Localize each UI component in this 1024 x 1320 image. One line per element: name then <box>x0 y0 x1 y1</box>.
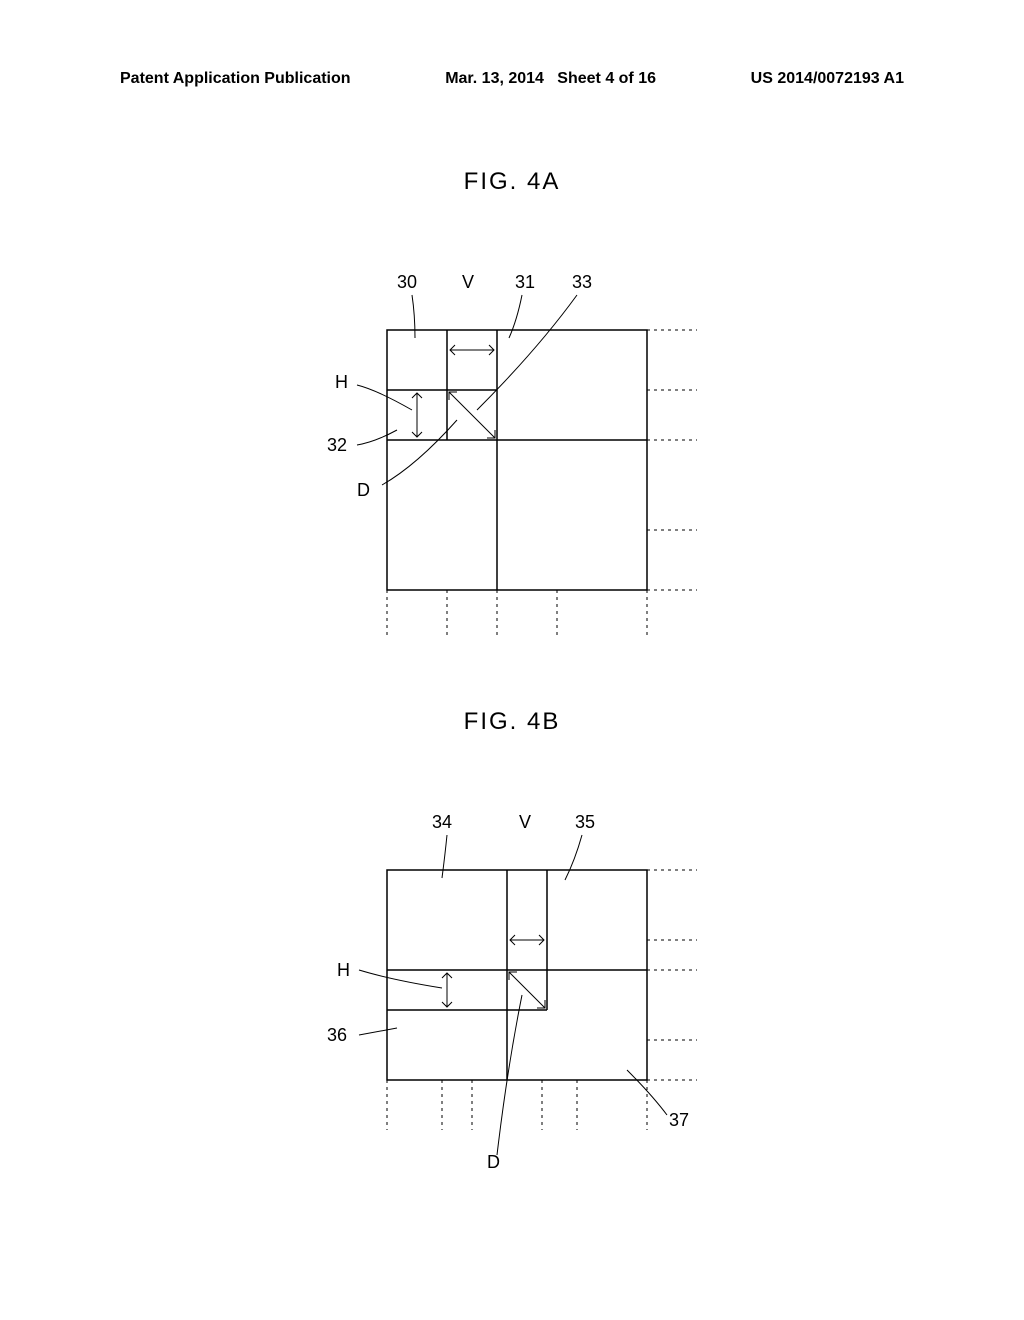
label-d-b: D <box>487 1152 500 1173</box>
fig-4a-title: FIG. 4A <box>0 168 1024 196</box>
label-37: 37 <box>669 1110 689 1131</box>
label-30: 30 <box>397 272 417 293</box>
header-pubno: US 2014/0072193 A1 <box>751 70 904 88</box>
fig-4a-svg <box>297 270 727 650</box>
label-36: 36 <box>327 1025 347 1046</box>
label-32: 32 <box>327 435 347 456</box>
label-h-b: H <box>337 960 350 981</box>
label-34: 34 <box>432 812 452 833</box>
label-33: 33 <box>572 272 592 293</box>
label-31: 31 <box>515 272 535 293</box>
label-v-a: V <box>462 272 474 293</box>
fig-4b-svg <box>297 810 727 1190</box>
page-header: Patent Application Publication Mar. 13, … <box>0 70 1024 88</box>
header-publication: Patent Application Publication <box>120 70 351 88</box>
label-35: 35 <box>575 812 595 833</box>
label-d-a: D <box>357 480 370 501</box>
label-h-a: H <box>335 372 348 393</box>
fig-4b-title: FIG. 4B <box>0 708 1024 736</box>
fig-4a-diagram: 30 V 31 33 H 32 D <box>297 270 727 650</box>
label-v-b: V <box>519 812 531 833</box>
fig-4b-diagram: 34 V 35 H 36 37 D <box>297 810 727 1190</box>
header-date: Mar. 13, 2014 Sheet 4 of 16 <box>445 70 656 88</box>
